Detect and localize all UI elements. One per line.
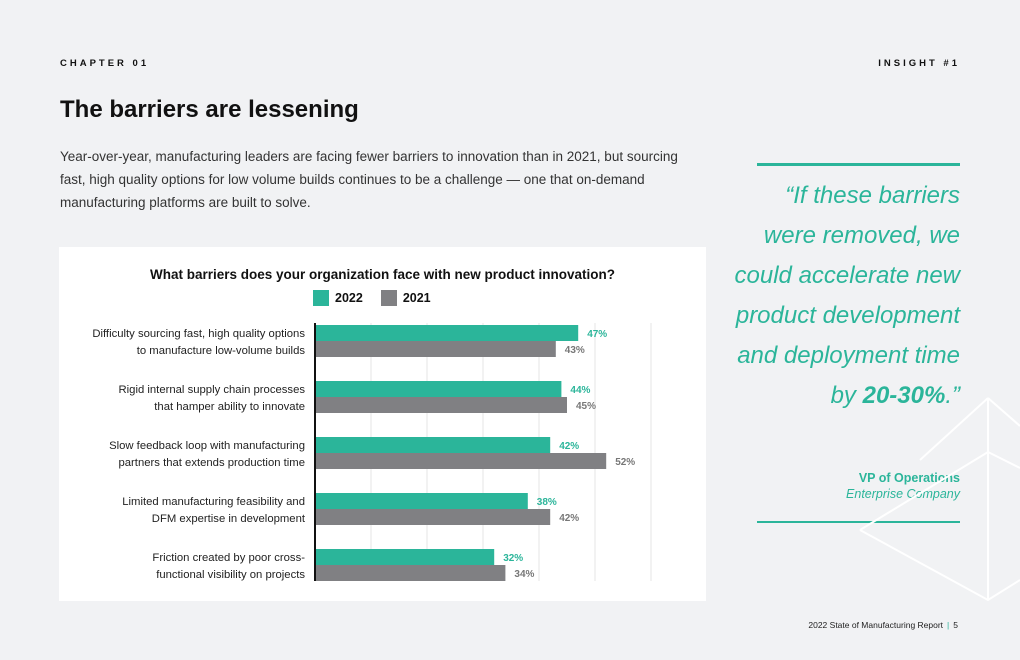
category-label-line: Friction created by poor cross-	[152, 552, 305, 564]
category-label-line: Slow feedback loop with manufacturing	[109, 440, 305, 452]
data-label-2021-3: 52%	[615, 457, 635, 468]
category-label-line: that hamper ability to innovate	[154, 400, 305, 413]
chart-card: What barriers does your organization fac…	[59, 247, 706, 601]
pull-quote: “If these barriers were removed, we coul…	[730, 176, 960, 416]
decorative-outline-shape	[859, 397, 1020, 602]
quote-rule-top	[757, 163, 960, 166]
quote-text-before: “If these barriers were removed, we coul…	[734, 182, 960, 409]
bar-2021-1	[315, 341, 556, 357]
data-label-2022-1: 47%	[587, 329, 607, 340]
quote-rule-bottom	[757, 521, 960, 523]
bar-2022-1	[315, 325, 579, 341]
footer-separator: |	[947, 620, 950, 630]
bar-2022-3	[315, 437, 551, 453]
intro-paragraph: Year-over-year, manufacturing leaders ar…	[60, 149, 678, 210]
data-label-2022-4: 38%	[537, 497, 557, 508]
category-label: Rigid internal supply chain processes tha…	[45, 382, 306, 415]
chapter-label: CHAPTER 01	[60, 58, 150, 69]
quote-organization: Enterprise Company	[846, 487, 960, 501]
category-label-line: partners that extends production time	[118, 456, 305, 469]
bar-chart: 47%43%44%45%42%52%38%42%32%34%	[314, 323, 652, 581]
chart-legend: 2022 2021	[313, 290, 449, 306]
footer-report: 2022 State of Manufacturing Report	[808, 620, 944, 630]
category-label: Friction created by poor cross-functiona…	[45, 550, 305, 583]
data-label-2021-2: 45%	[576, 401, 596, 412]
category-label-line: Rigid internal supply chain processes	[118, 384, 306, 396]
category-label: Slow feedback loop with manufacturing par…	[45, 438, 305, 471]
category-label: Difficulty sourcing fast, high quality o…	[45, 326, 305, 359]
bar-2021-5	[315, 565, 506, 581]
legend-item-2022: 2022	[313, 290, 363, 306]
category-label-line: to manufacture low-volume builds	[136, 344, 305, 357]
data-label-2021-4: 42%	[559, 513, 579, 524]
legend-label-2021: 2021	[402, 291, 431, 305]
bar-2022-2	[315, 381, 562, 397]
footer: 2022 State of Manufacturing Report | 5	[808, 620, 958, 630]
bar-2022-5	[315, 549, 495, 565]
bar-2021-2	[315, 397, 567, 413]
legend-label-2022: 2022	[335, 291, 363, 305]
legend-swatch-2021	[380, 290, 397, 306]
page-title: The barriers are lessening	[60, 96, 359, 123]
chart-title: What barriers does your organization fac…	[149, 267, 616, 282]
quote-text-after: .”	[945, 382, 960, 409]
legend-swatch-2022	[313, 290, 329, 306]
data-label-2021-5: 34%	[514, 569, 534, 580]
footer-page-number: 5	[953, 620, 958, 630]
data-label-2021-1: 43%	[565, 345, 585, 356]
category-label-line: functional visibility on projects	[156, 568, 305, 581]
insight-label: INSIGHT #1	[878, 58, 960, 69]
category-label-line: DFM expertise in development	[151, 512, 305, 525]
category-label: Limited manufacturing feasibility and DFM…	[45, 494, 305, 527]
category-label-line: Difficulty sourcing fast, high quality o…	[92, 328, 305, 340]
bar-2021-3	[315, 453, 607, 469]
quote-author: VP of Operations	[858, 471, 960, 485]
data-label-2022-3: 42%	[559, 441, 579, 452]
bar-2021-4	[315, 509, 551, 525]
category-label-line: Limited manufacturing feasibility and	[122, 496, 305, 508]
bar-2022-4	[315, 493, 528, 509]
data-label-2022-2: 44%	[570, 385, 590, 396]
legend-item-2021: 2021	[380, 290, 431, 306]
data-label-2022-5: 32%	[503, 553, 523, 564]
quote-highlight: 20-30%	[862, 382, 946, 409]
